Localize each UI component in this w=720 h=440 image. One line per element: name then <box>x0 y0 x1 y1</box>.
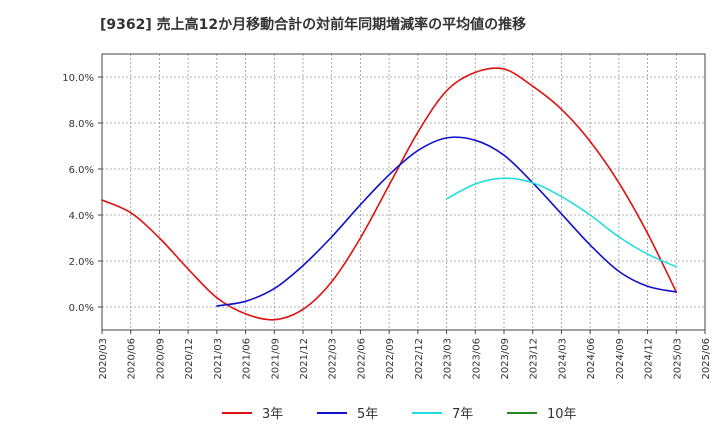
x-axis: 2020/03 2020/06 2020/09 2020/12 2021/03 2021/… <box>98 330 712 380</box>
x-tick-label: 2022/12 <box>414 338 425 380</box>
x-tick-label: 2020/12 <box>184 338 195 380</box>
grid-layer <box>102 54 705 330</box>
series-layer <box>101 67 678 321</box>
y-tick-label: 6.0% <box>69 165 94 176</box>
x-tick-label: 2020/09 <box>155 338 166 380</box>
legend-label-2: 5年 <box>357 407 378 422</box>
x-tick-label: 2023/03 <box>443 338 454 380</box>
x-tick-label: 2020/03 <box>98 338 109 380</box>
series-line-3 <box>445 177 678 268</box>
legend-label-1: 3年 <box>262 407 283 422</box>
x-tick-label: 2023/09 <box>500 338 511 380</box>
x-tick-label: 2022/09 <box>385 338 396 380</box>
series-line-1 <box>101 67 678 321</box>
x-tick-label: 2022/06 <box>356 338 367 380</box>
chart-title: [9362] 売上高12か月移動合計の対前年同期増減率の平均値の推移 <box>100 17 527 33</box>
series-line-2 <box>216 136 678 307</box>
x-tick-label: 2021/03 <box>213 338 224 380</box>
legend-label-3: 7年 <box>452 407 473 422</box>
x-tick-label: 2025/06 <box>701 338 712 380</box>
legend-label-4: 10年 <box>547 407 577 422</box>
x-tick-label: 2021/09 <box>270 338 281 380</box>
x-tick-label: 2024/03 <box>557 338 568 380</box>
legend: 3年 5年 7年 10年 <box>222 407 577 422</box>
y-tick-label: 10.0% <box>62 73 94 84</box>
y-tick-label: 8.0% <box>69 119 94 130</box>
x-tick-label: 2024/06 <box>586 338 597 380</box>
plot-frame <box>101 53 706 331</box>
x-tick-label: 2025/03 <box>672 338 683 380</box>
x-tick-label: 2023/06 <box>471 338 482 380</box>
y-tick-label: 2.0% <box>69 257 94 268</box>
x-tick-label: 2021/12 <box>299 338 310 380</box>
x-tick-label: 2022/03 <box>328 338 339 380</box>
y-tick-label: 0.0% <box>69 303 94 314</box>
plot-area <box>102 54 705 330</box>
x-tick-label: 2020/06 <box>127 338 138 380</box>
y-axis: 0.0% 2.0% 4.0% 6.0% 8.0% 10.0% <box>62 73 102 314</box>
x-tick-label: 2023/12 <box>529 338 540 380</box>
x-tick-label: 2024/09 <box>615 338 626 380</box>
x-tick-label: 2024/12 <box>644 338 655 380</box>
x-tick-label: 2021/06 <box>242 338 253 380</box>
y-tick-label: 4.0% <box>69 211 94 222</box>
